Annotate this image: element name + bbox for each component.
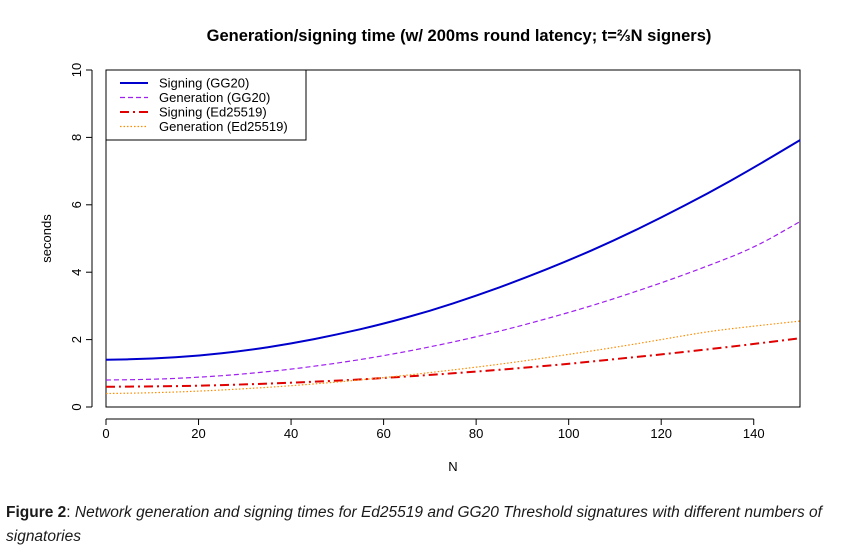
- y-tick-label: 2: [69, 336, 84, 343]
- chart-title: Generation/signing time (w/ 200ms round …: [207, 27, 712, 45]
- y-tick-label: 8: [69, 134, 84, 141]
- chart-figure: Generation/signing time (w/ 200ms round …: [39, 27, 801, 474]
- x-tick-label: 120: [650, 426, 672, 441]
- x-tick-label: 40: [284, 426, 298, 441]
- x-tick-label: 20: [191, 426, 205, 441]
- x-tick-label: 0: [102, 426, 109, 441]
- y-axis-label: seconds: [39, 214, 54, 263]
- series-line-1: [105, 139, 801, 361]
- y-tick-label: 10: [69, 63, 84, 77]
- x-tick-label: 60: [376, 426, 390, 441]
- x-tick-label: 80: [469, 426, 483, 441]
- chart-svg: Generation/signing time (w/ 200ms round …: [39, 27, 801, 474]
- series-line-3: [105, 337, 801, 388]
- caption-lead: Figure 2: [6, 504, 67, 521]
- plot-frame: [105, 69, 801, 408]
- x-tick-label: 140: [743, 426, 765, 441]
- y-tick-label: 4: [69, 269, 84, 276]
- legend-label-2: Generation (GG20): [159, 90, 270, 105]
- x-axis-label: N: [448, 459, 457, 474]
- y-tick-label: 6: [69, 201, 84, 208]
- figure-caption: Figure 2: Network generation and signing…: [6, 504, 822, 545]
- legend-label-3: Signing (Ed25519): [159, 105, 267, 120]
- series-line-4: [105, 320, 801, 395]
- series-line-2: [105, 221, 801, 381]
- legend-label-4: Generation (Ed25519): [159, 119, 288, 134]
- x-tick-label: 100: [558, 426, 580, 441]
- legend-label-1: Signing (GG20): [159, 76, 249, 91]
- legend-box: [105, 69, 307, 141]
- caption-body: Network generation and signing times for…: [6, 504, 822, 545]
- y-tick-label: 0: [69, 403, 84, 410]
